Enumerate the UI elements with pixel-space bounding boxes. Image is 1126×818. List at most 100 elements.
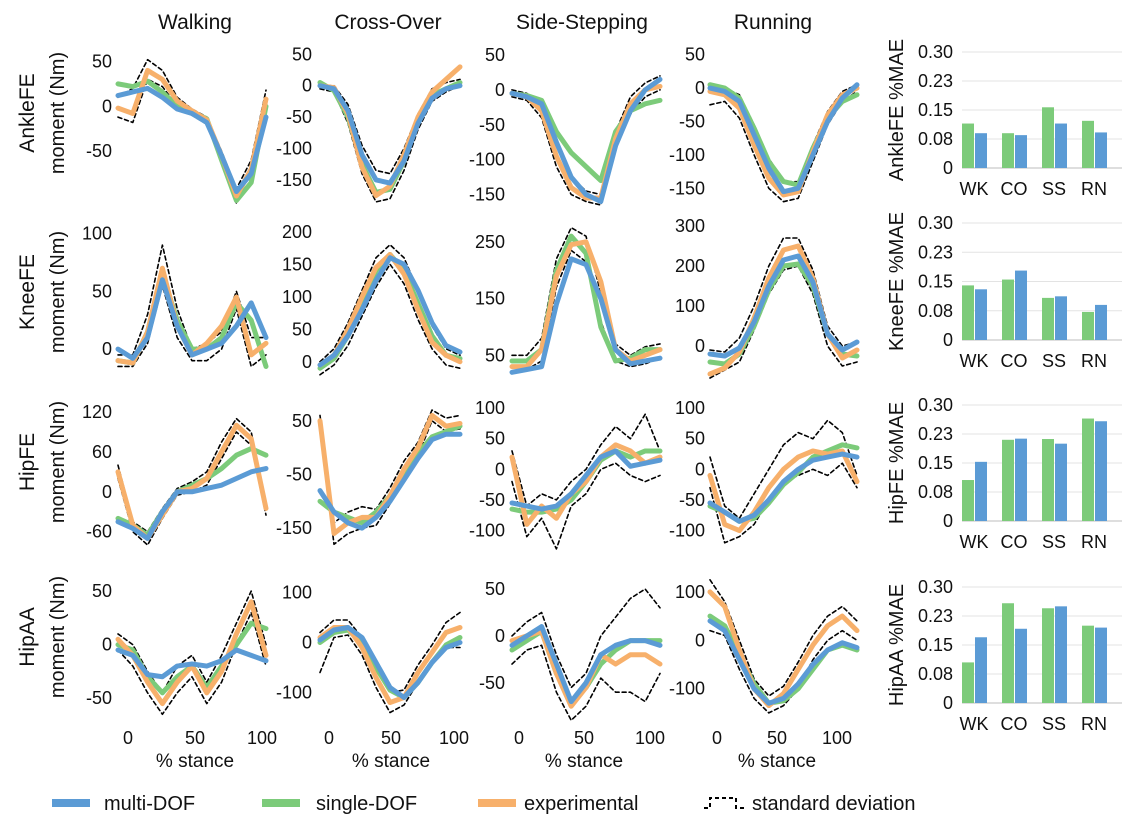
bar-multi-dof-rn: [1095, 627, 1107, 703]
bar-multi-dof-wk: [975, 133, 987, 168]
series-single-dof-line: [115, 620, 269, 696]
bar-multi-dof-ss: [1055, 123, 1067, 168]
ytick-kneefe-running: 100: [675, 296, 705, 316]
bar-panel-hipaa: HipAA %MAE 0 0.08 0.15 0.23 0.30 WK CO SS RN: [886, 577, 1122, 734]
column-title-cross-over: Cross-Over: [334, 11, 441, 34]
ytick-anklefe-side-stepping: -100: [469, 150, 505, 170]
bar-multi-dof-co: [1015, 628, 1027, 703]
panel-kneefe-cross-over: 200 150 100 50 0: [282, 222, 463, 376]
bar-single-dof-ss: [1042, 439, 1054, 521]
ytick-kneefe-side-stepping: 250: [475, 232, 505, 252]
xlabel-walking: % stance: [156, 751, 234, 772]
series-multi-dof-line: [707, 618, 860, 706]
bar-category-label: CO: [1001, 179, 1028, 199]
series-sd-lower-line: [709, 462, 858, 544]
ytick-kneefe-cross-over: 50: [292, 319, 312, 339]
bar-panel-anklefe: AnkleFE %MAE 0 0.08 0.15 0.23 0.30 WK CO SS RN: [886, 39, 1122, 199]
row-label-hipaa: HipAA: [16, 607, 39, 667]
row-label-anklefe: AnkleFE: [16, 73, 39, 152]
bar-category-label: SS: [1042, 714, 1066, 734]
ytick-hipaa-side-stepping: 50: [485, 579, 505, 599]
panel-hipaa-side-stepping: 50 0 -50: [479, 579, 663, 722]
xlabel-sidestepping: % stance: [545, 751, 623, 772]
bar-ytick: 0.23: [918, 424, 953, 444]
ytick-hipfe-walking: 120: [82, 402, 112, 422]
bar-multi-dof-co: [1015, 135, 1027, 168]
x-axes: 0 50 100 % stance 0 50 100 % stance 0 50…: [123, 728, 852, 772]
panel-hipaa-running: 100 0 -100: [669, 579, 860, 714]
bar-category-label: RN: [1081, 351, 1107, 371]
legend-label-experimental: experimental: [524, 793, 639, 815]
ytick-kneefe-cross-over: 150: [282, 254, 312, 274]
ytick-kneefe-cross-over: 100: [282, 287, 312, 307]
ytick-hipfe-walking: 60: [92, 442, 112, 462]
bar-ylabel-anklefe: AnkleFE %MAE: [886, 39, 908, 181]
bar-category-label: RN: [1081, 179, 1107, 199]
series-sd-upper-line: [511, 588, 661, 689]
xtick-running-0: 0: [712, 728, 722, 748]
ytick-anklefe-running: -150: [669, 178, 705, 198]
bar-ylabel-hipfe: HipFE %MAE: [886, 402, 908, 524]
series-sd-upper-line: [117, 58, 267, 190]
bar-ytick: 0: [943, 158, 953, 178]
bar-single-dof-wk: [962, 123, 974, 168]
bar-ytick: 0.30: [918, 42, 953, 62]
column-title-walking: Walking: [158, 11, 232, 34]
series-experimental-line: [707, 448, 860, 534]
series-experimental-line: [317, 412, 463, 537]
series-multi-dof-line: [317, 625, 463, 700]
panel-hipfe-walking: 120 60 0 -60: [82, 402, 269, 546]
panel-anklefe-cross-over: 50 0 -50 -100 -150: [276, 44, 463, 203]
xtick-running-50: 50: [767, 728, 787, 748]
bar-ytick: 0.15: [918, 635, 953, 655]
bar-multi-dof-rn: [1095, 304, 1107, 340]
series-sd-lower-line: [117, 284, 267, 368]
ylabel-kneefe: moment (Nm): [47, 231, 69, 353]
xtick-sidestepping-0: 0: [514, 728, 524, 748]
ytick-hipaa-walking: 50: [92, 581, 112, 601]
ytick-hipfe-side-stepping: -50: [479, 490, 505, 510]
ytick-anklefe-cross-over: -100: [276, 138, 312, 158]
series-multi-dof-line: [707, 253, 860, 359]
panel-anklefe-running: 50 0 -50 -100 -150: [669, 45, 860, 203]
bar-multi-dof-wk: [975, 289, 987, 340]
bar-ytick: 0.15: [918, 453, 953, 473]
ytick-hipaa-cross-over: 100: [282, 583, 312, 603]
bar-single-dof-ss: [1042, 608, 1054, 703]
bar-panel-kneefe: KneeFE %MAE 0 0.08 0.15 0.23 0.30 WK CO SS RN: [886, 212, 1122, 371]
series-multi-dof-line: [707, 451, 860, 524]
ytick-anklefe-side-stepping: 0: [495, 80, 505, 100]
bar-ytick: 0.15: [918, 100, 953, 120]
ytick-hipaa-running: -100: [669, 679, 705, 699]
bar-multi-dof-wk: [975, 461, 987, 521]
xtick-crossover-50: 50: [381, 728, 401, 748]
bar-ylabel-kneefe: KneeFE %MAE: [886, 212, 908, 351]
panel-anklefe-side-stepping: 50 0 -50 -100 -150: [469, 45, 663, 206]
bar-category-label: RN: [1081, 532, 1107, 552]
ytick-kneefe-running: 300: [675, 216, 705, 236]
ytick-hipfe-running: 100: [675, 398, 705, 418]
series-experimental-line: [115, 422, 269, 541]
ytick-anklefe-running: 50: [685, 45, 705, 65]
bar-category-label: WK: [960, 532, 989, 552]
series-experimental-line: [509, 628, 663, 709]
line-panels: 50 0 -50 50 0 -50 -100 -150 50 0 -50 -100 -150 50 0 -50…: [82, 44, 860, 722]
ytick-anklefe-cross-over: 0: [302, 76, 312, 96]
series-multi-dof-line: [115, 277, 269, 361]
series-sd-lower-line: [709, 90, 858, 203]
ytick-kneefe-cross-over: 200: [282, 222, 312, 242]
ytick-kneefe-running: 200: [675, 256, 705, 276]
ytick-anklefe-running: -100: [669, 145, 705, 165]
series-multi-dof-line: [317, 83, 463, 186]
bar-single-dof-rn: [1082, 120, 1094, 168]
ytick-hipfe-cross-over: 50: [292, 411, 312, 431]
panel-hipaa-walking: 50 0 -50: [86, 581, 269, 716]
row-labels: AnkleFE KneeFE HipFE HipAA: [16, 73, 39, 666]
ytick-hipfe-running: 50: [685, 429, 705, 449]
ytick-kneefe-walking: 50: [92, 281, 112, 301]
series-sd-upper-line: [511, 413, 661, 507]
series-sd-lower-line: [709, 629, 858, 714]
xtick-walking-0: 0: [123, 728, 133, 748]
bar-ytick: 0.08: [918, 301, 953, 321]
